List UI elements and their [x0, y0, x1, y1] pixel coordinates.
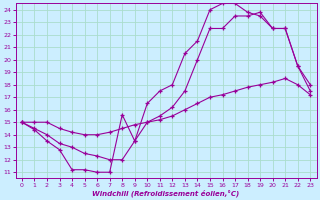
- X-axis label: Windchill (Refroidissement éolien,°C): Windchill (Refroidissement éolien,°C): [92, 189, 240, 197]
